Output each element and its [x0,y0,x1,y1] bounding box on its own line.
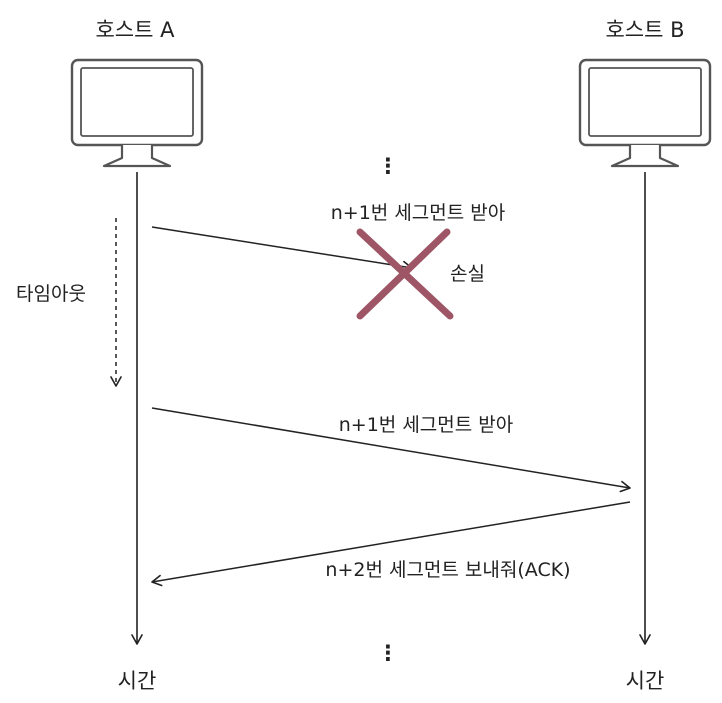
message-1-label: n+1번 세그먼트 받아 [331,202,506,224]
message-2-label: n+1번 세그먼트 받아 [339,414,514,436]
loss-label: 손실 [450,263,485,285]
host-a-monitor-icon [70,58,204,168]
message-2-arrow [151,407,631,493]
continuation-bottom: ⋮ [378,641,399,665]
message-3-arrow [151,501,631,587]
host-b-time-label: 시간 [626,669,665,693]
message-3-label: n+2번 세그먼트 보내줘(ACK) [325,559,570,581]
continuation-top: ⋮ [378,154,399,178]
host-b-label: 호스트 B [605,18,684,42]
message-1-arrow [151,226,413,273]
host-b-monitor-icon [578,58,712,168]
host-a-label: 호스트 A [95,18,175,42]
loss-x-mark [356,228,454,320]
timeout-label: 타임아웃 [16,283,86,305]
host-a-time-label: 시간 [118,669,157,693]
